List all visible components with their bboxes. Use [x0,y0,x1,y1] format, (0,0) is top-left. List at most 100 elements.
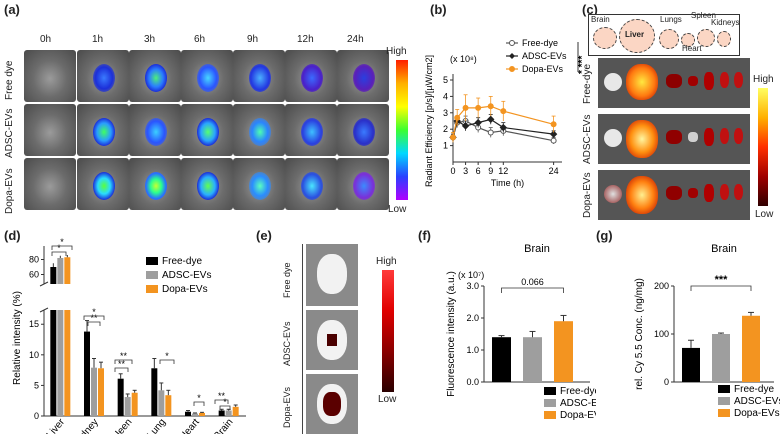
significance-bracket [87,321,101,326]
bar [117,378,124,416]
timepoint-label: 3h [144,34,156,45]
bar [50,267,57,284]
legend-swatch [718,409,730,417]
organ-label-kidneys: Kidneys [711,18,740,27]
y-tick-label: 200 [654,281,669,291]
legend-swatch [146,271,158,279]
y-tick-label: 60 [29,270,39,280]
organ-label-lungs: Lungs [660,15,682,24]
row-label-adsc-evs: ADSC-EVs [282,321,292,366]
bar [225,410,232,416]
y-scale-note: (x 10⁷) [458,270,484,280]
panel-label-b: (b) [430,2,447,17]
legend-label: Dopa-EVs [560,410,596,421]
data-point [487,103,494,110]
data-point [487,115,495,124]
mouse-image [129,50,181,102]
mouse-image [77,104,129,156]
data-point [475,104,482,111]
significance-bracket [501,287,564,293]
x-tick-label: 6 [476,166,481,176]
significance-bracket [51,251,67,256]
lungs-tissue [666,130,682,144]
chart-title: Brain [524,243,550,255]
mouse-image [337,158,389,210]
significance-star: * [57,243,61,253]
y-axis-label: Relative intensity (%) [12,291,23,385]
mouse-image [285,158,337,210]
group-label-adsc-evs: ADSC-EVs [4,108,15,158]
bar [199,412,205,416]
bar [523,337,542,382]
x-axis-label: Time (h) [491,178,524,188]
scale-low-label: Low [388,204,407,215]
data-point [462,104,469,111]
heart-tissue [688,132,698,142]
lungs-tissue [666,74,682,88]
heart-shape [681,33,695,47]
legend-label: Dopa-EVs [162,284,208,295]
data-point [549,130,558,138]
timepoint-label: 9h [247,34,259,45]
legend-label: Free-dye [522,38,558,48]
significance-bracket [83,315,105,320]
mouse-image [24,50,76,102]
legend-swatch [718,397,730,405]
legend-label: Dopa-EVs [734,408,780,419]
y-scale-note: (x 10⁸) [450,54,477,64]
axis-break [39,307,49,313]
mouse-image [337,50,389,102]
brain-shape [593,27,617,49]
significance-star: ** [218,391,226,401]
bar [64,257,71,284]
bar [742,315,760,382]
y-tick-label: 15 [29,319,39,329]
chart-d-biodistribution: 60 80 0 5 10 15 Relative intensity (%) Liver Kid… [12,237,246,434]
lungs-shape [659,29,679,49]
panel-a-imaging-grid: 0h 1h 3h 6h 9h 12h 24h Free dye ADSC-EVs… [0,0,420,215]
legend-label: Free-dye [734,384,774,395]
x-tick-label: 12 [498,166,508,176]
chart-title: Brain [711,243,737,255]
row-label-free-dye: Free-dye [582,63,593,104]
scale-low-label: Low [755,209,774,220]
data-point [487,129,494,136]
liver-tissue [626,64,658,100]
mouse-image [129,158,181,210]
significance-star: ** [120,351,128,361]
mouse-image [24,158,76,210]
scale-high-label: High [753,74,774,85]
organ-image-row-free-dye [598,58,750,108]
legend-swatch [146,285,158,293]
kidney-tissue [734,184,743,200]
bar [57,310,64,416]
mouse-image [77,158,129,210]
y-tick-label: 1 [443,141,448,151]
data-point [450,134,456,141]
bar [554,321,573,382]
bar [84,331,90,416]
y-tick-label: 5 [34,380,39,390]
kidney-tissue [720,72,729,88]
significance-bracket [51,245,73,250]
significance-label: *** [715,274,729,286]
data-point [461,122,470,130]
y-tick-label: 0 [664,377,669,387]
x-tick-label: 0 [450,166,455,176]
significance-star: * [92,307,96,317]
significance-star: ** [90,313,98,323]
heart-tissue [688,76,698,86]
legend-label: ADSC-EVs [162,270,211,281]
bar [124,397,131,416]
brain-tissue [604,129,622,147]
legend-marker [509,66,515,72]
timepoint-label: 24h [347,34,364,45]
panel-label-c: (c) [582,2,598,17]
panel-e-brain-images: Free dye ADSC-EVs Dopa-EVs High Low [250,226,418,434]
scale-low-label: Low [378,394,397,405]
significance-bracket [114,367,129,372]
liver-tissue [626,176,658,214]
y-tick-label: 1.0 [466,345,479,355]
row-label-dopa-evs: Dopa-EVs [282,386,292,428]
scale-high-label: High [386,46,407,57]
